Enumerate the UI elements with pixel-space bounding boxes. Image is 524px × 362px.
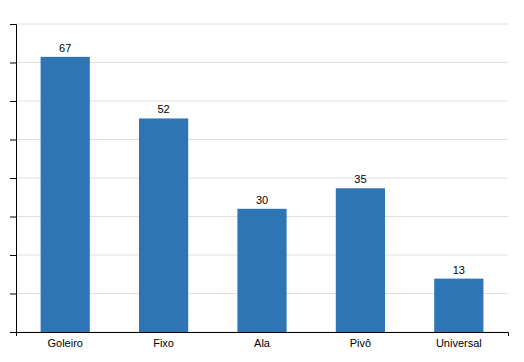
y-tick-mark [10,101,16,102]
y-tick-mark [10,332,16,333]
plot: 67 52 30 35 13 Goleiro Fixo Ala Pivô Universal [10,24,509,349]
x-axis-line [17,333,509,337]
data-labels: 67 52 30 35 13 [59,42,465,276]
y-tick [10,63,16,64]
y-tick [10,294,16,295]
data-label: 30 [256,194,268,206]
x-tick: Ala [254,337,271,349]
y-tick-mark [10,24,16,25]
chart: 67 52 30 35 13 Goleiro Fixo Ala Pivô Universal [0,0,524,362]
bar [139,118,188,332]
y-tick-mark [10,178,16,179]
y-tick [10,332,16,333]
x-tick-label: Universal [436,337,482,349]
data-label: 52 [157,103,169,115]
x-tick: Pivô [350,337,371,349]
y-tick-mark [10,294,16,295]
x-tick-label: Fixo [153,337,174,349]
y-tick [10,24,16,25]
bar [237,209,286,332]
y-axis [10,25,17,333]
grid [16,24,508,332]
data-label: 35 [354,173,366,185]
y-tick [10,101,16,102]
data-label: 13 [453,264,465,276]
x-axis: Goleiro Fixo Ala Pivô Universal [17,333,509,349]
data-label: 67 [59,42,71,54]
y-tick [10,217,16,218]
bar [41,57,90,332]
y-tick [10,140,16,141]
x-tick: Goleiro [47,337,82,349]
y-tick-mark [10,63,16,64]
y-tick-mark [10,140,16,141]
y-axis-line [10,25,17,333]
bars [41,57,484,332]
x-tick-label: Goleiro [47,337,82,349]
y-tick [10,255,16,256]
bar [336,188,385,332]
y-tick-mark [10,255,16,256]
y-tick [10,178,16,179]
grid-line [16,24,508,25]
x-tick: Universal [436,337,482,349]
x-tick-label: Ala [254,337,271,349]
x-tick-label: Pivô [350,337,371,349]
x-tick: Fixo [153,337,174,349]
y-tick-mark [10,217,16,218]
bar [434,279,483,332]
